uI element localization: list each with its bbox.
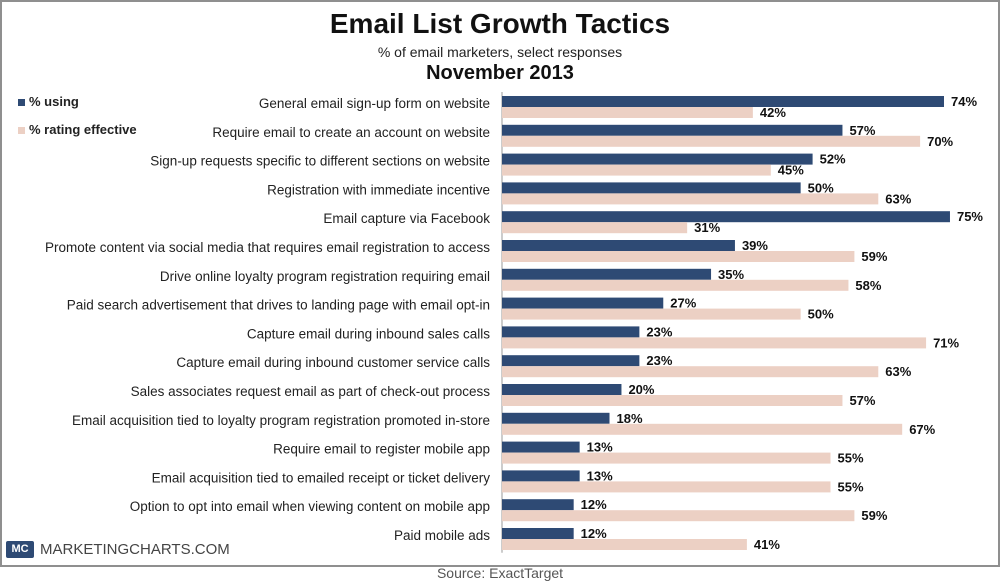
bar-rating-effective	[502, 222, 688, 234]
data-label: 75%	[957, 209, 983, 224]
category-label: Email capture via Facebook	[323, 211, 490, 226]
bar-rating-effective	[502, 539, 747, 550]
category-label: Require email to register mobile app	[273, 442, 490, 457]
bar-using	[502, 412, 610, 424]
data-label: 50%	[808, 307, 834, 322]
data-label: 59%	[861, 508, 887, 523]
bar-using	[502, 470, 580, 482]
data-label: 63%	[885, 364, 911, 379]
mc-logo-icon: MC	[6, 541, 34, 558]
category-label: Email acquisition tied to emailed receip…	[152, 470, 491, 485]
category-label: Drive online loyalty program registratio…	[160, 269, 490, 284]
bar-using	[502, 384, 622, 395]
bar-rating-effective	[502, 251, 855, 262]
source-note: Source: ExactTarget	[436, 565, 564, 581]
data-label: 57%	[849, 123, 875, 138]
bar-rating-effective	[502, 193, 879, 205]
category-label: Paid mobile ads	[394, 528, 490, 543]
bar-rating-effective	[502, 452, 831, 464]
category-label: Capture email during inbound customer se…	[176, 355, 490, 370]
bar-rating-effective	[502, 423, 903, 435]
bar-rating-effective	[502, 366, 879, 378]
data-label: 52%	[820, 152, 846, 167]
data-label: 71%	[933, 335, 959, 350]
data-label: 50%	[808, 180, 834, 195]
bar-using	[502, 240, 735, 251]
bar-rating-effective	[502, 279, 849, 291]
bar-using	[502, 211, 950, 223]
bar-using	[502, 153, 813, 165]
legend-item-using: % using	[18, 94, 79, 109]
bar-using	[502, 326, 640, 338]
data-label: 27%	[670, 296, 696, 311]
category-label: Option to opt into email when viewing co…	[130, 499, 490, 514]
category-label: Require email to create an account on we…	[212, 125, 490, 140]
data-label: 12%	[581, 497, 607, 512]
data-label: 23%	[646, 353, 672, 368]
bar-using	[502, 297, 664, 309]
data-label: 67%	[909, 422, 935, 437]
category-label: General email sign-up form on website	[259, 96, 490, 111]
data-label: 35%	[718, 267, 744, 282]
bar-rating-effective	[502, 510, 855, 522]
bar-rating-effective	[502, 135, 921, 147]
data-label: 57%	[849, 393, 875, 408]
category-label: Sign-up requests specific to different s…	[150, 154, 490, 169]
data-label: 59%	[861, 249, 887, 264]
bar-using	[502, 441, 580, 453]
bar-using	[502, 355, 640, 367]
bar-rating-effective	[502, 481, 831, 493]
chart-title: Email List Growth Tactics	[329, 8, 671, 39]
category-label: Capture email during inbound sales calls	[247, 326, 490, 341]
category-label: Email acquisition tied to loyalty progra…	[72, 413, 490, 428]
chart-subtitle: % of email marketers, select responses	[377, 44, 623, 60]
legend-swatch-using	[18, 99, 25, 107]
data-label: 41%	[754, 537, 780, 552]
data-label: 18%	[617, 411, 643, 426]
data-label: 31%	[694, 220, 720, 235]
bar-rating-effective	[502, 107, 753, 118]
data-label: 12%	[581, 526, 607, 541]
data-label: 55%	[838, 479, 864, 494]
bar-using	[502, 182, 801, 194]
bar-using	[502, 528, 574, 539]
data-label: 13%	[587, 468, 613, 483]
bar-using	[502, 499, 574, 511]
category-label: Sales associates request email as part o…	[131, 384, 491, 399]
legend-label-effective: % rating effective	[29, 122, 137, 137]
chart-date: November 2013	[426, 62, 574, 84]
data-label: 45%	[778, 163, 804, 178]
data-label: 23%	[646, 324, 672, 339]
bar-using	[502, 268, 712, 280]
bar-using	[502, 96, 944, 107]
category-label: Registration with immediate incentive	[267, 182, 490, 197]
data-label: 13%	[587, 440, 613, 455]
bar-rating-effective	[502, 308, 801, 320]
bar-rating-effective	[502, 395, 843, 406]
bar-using	[502, 124, 843, 136]
data-label: 42%	[760, 105, 786, 120]
legend-swatch-effective	[18, 127, 25, 135]
bar-rating-effective	[502, 164, 771, 176]
data-label: 20%	[628, 382, 654, 397]
data-label: 74%	[951, 94, 977, 109]
legend-item-effective: % rating effective	[18, 122, 137, 137]
data-label: 70%	[927, 134, 953, 149]
footer-site-name: MARKETINGCHARTS.COM	[40, 541, 230, 558]
bar-rating-effective	[502, 337, 927, 349]
data-label: 39%	[742, 238, 768, 253]
data-label: 63%	[885, 191, 911, 206]
category-label: Promote content via social media that re…	[45, 240, 490, 255]
legend-label-using: % using	[29, 94, 79, 109]
data-label: 55%	[838, 451, 864, 466]
data-label: 58%	[855, 278, 881, 293]
category-label: Paid search advertisement that drives to…	[67, 298, 490, 313]
